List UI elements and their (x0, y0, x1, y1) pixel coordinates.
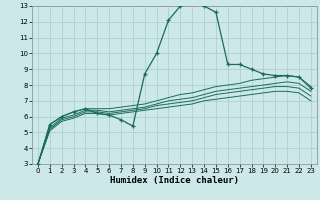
X-axis label: Humidex (Indice chaleur): Humidex (Indice chaleur) (110, 176, 239, 185)
